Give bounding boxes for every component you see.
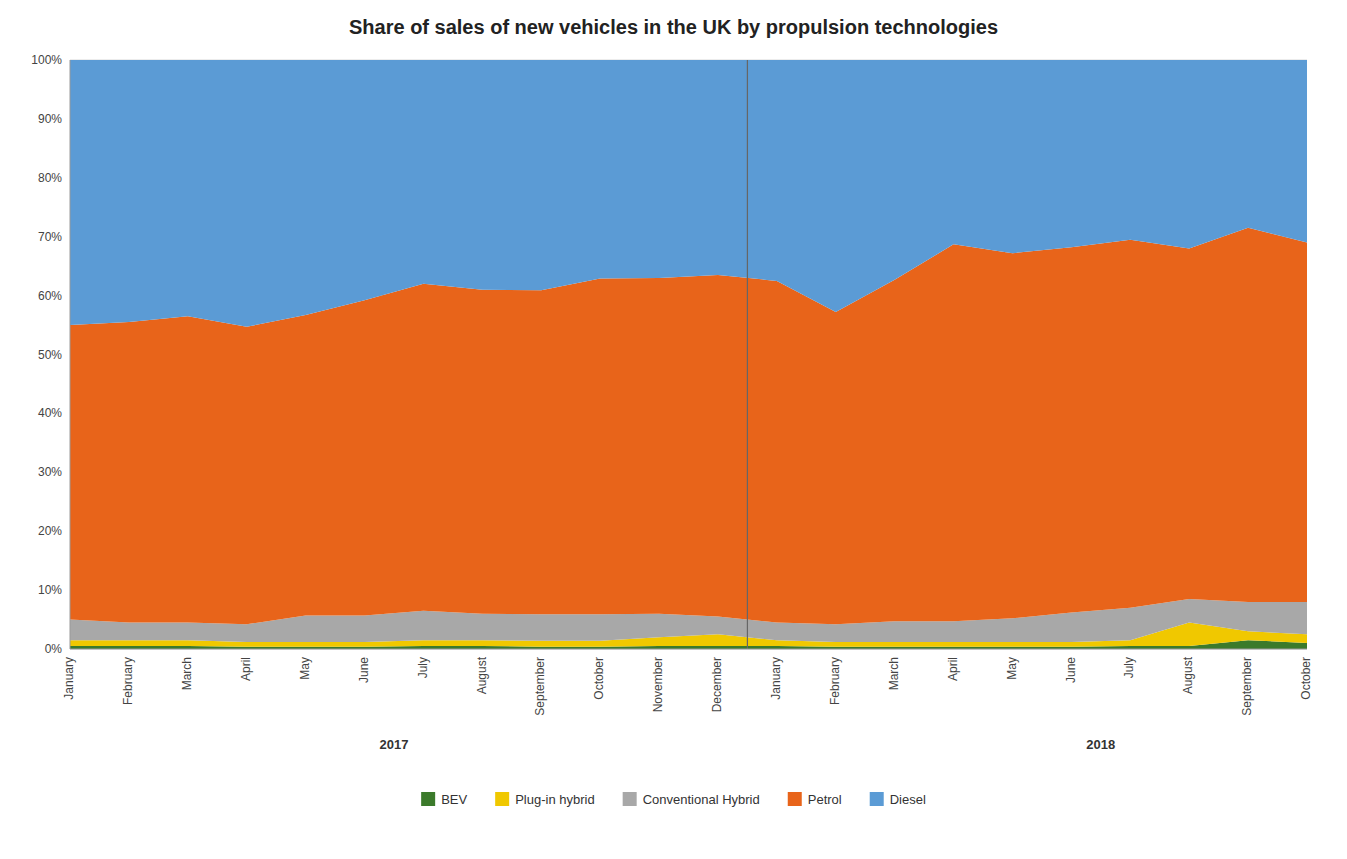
area [70,60,1307,327]
y-tick-label: 60% [38,289,62,303]
year-divider [747,60,748,649]
x-tick-label: March [180,657,194,690]
y-tick-label: 40% [38,406,62,420]
legend-swatch [421,792,435,806]
x-tick-label: January [769,657,783,700]
x-tick-label: July [416,657,430,678]
x-tick-label: June [1064,657,1078,683]
legend-item: Plug-in hybrid [495,792,595,807]
x-tick-label: November [651,657,665,712]
y-tick-label: 10% [38,583,62,597]
x-tick-label: February [828,657,842,705]
y-tick-label: 100% [31,53,62,67]
y-tick-label: 0% [45,642,63,656]
x-tick-label: October [1299,657,1313,700]
x-tick-label: July [1122,657,1136,678]
areas [70,60,1307,649]
annotation: 2018 [1086,737,1115,752]
x-tick-label: January [62,657,76,700]
x-tick-label: May [1005,657,1019,680]
legend-item: Diesel [870,792,926,807]
x-tick-label: September [1240,657,1254,716]
x-tick-label: May [298,657,312,680]
y-tick-label: 30% [38,465,62,479]
x-tick-label: December [710,657,724,712]
legend-label: Petrol [808,792,842,807]
legend-swatch [788,792,802,806]
x-tick-label: October [592,657,606,700]
legend-swatch [870,792,884,806]
annotation: 2017 [380,737,409,752]
y-tick-label: 80% [38,171,62,185]
legend: BEV Plug-in hybrid Conventional Hybrid Petr… [421,792,926,807]
y-tick-label: 70% [38,230,62,244]
legend-label: Conventional Hybrid [643,792,760,807]
grid-line [70,649,1307,650]
legend-label: Plug-in hybrid [515,792,595,807]
legend-item: BEV [421,792,467,807]
x-tick-label: June [357,657,371,683]
grid [70,60,1307,649]
y-tick-label: 90% [38,112,62,126]
x-tick-label: February [121,657,135,705]
chart: Share of sales of new vehicles in the UK… [0,0,1347,859]
x-tick-label: March [887,657,901,690]
x-tick-label: August [1181,656,1195,694]
legend-swatch [623,792,637,806]
legend-item: Petrol [788,792,842,807]
x-tick-label: September [533,657,547,716]
x-tick-label: August [475,656,489,694]
legend-swatch [495,792,509,806]
legend-label: BEV [441,792,467,807]
title: Share of sales of new vehicles in the UK… [349,16,998,38]
y-tick-label: 20% [38,524,62,538]
x-tick-label: April [946,657,960,681]
x-axis [70,649,1307,650]
x-tick-label: April [239,657,253,681]
y-axis [70,60,71,649]
y-tick-label: 50% [38,348,62,362]
legend-label: Diesel [890,792,926,807]
legend-item: Conventional Hybrid [623,792,760,807]
